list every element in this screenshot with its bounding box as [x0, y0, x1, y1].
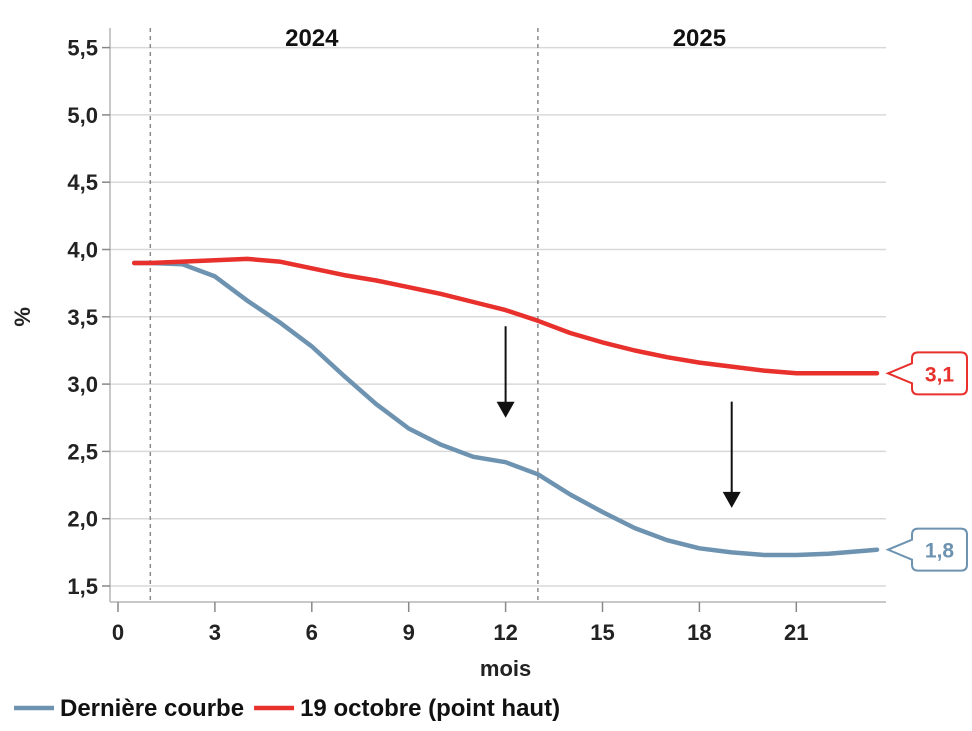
x-tick-label: 3: [209, 620, 221, 645]
x-axis-title: mois: [480, 656, 531, 681]
y-tick-label: 4,5: [67, 170, 98, 195]
x-tick-label: 18: [687, 620, 711, 645]
y-tick-label: 1,5: [67, 574, 98, 599]
legend-label: 19 octobre (point haut): [300, 695, 560, 722]
series-line-2: [131, 256, 880, 376]
arrow-head: [722, 491, 741, 508]
x-tick-label: 15: [590, 620, 614, 645]
year-label: 2024: [285, 25, 339, 52]
y-tick-label: 3,5: [67, 305, 98, 330]
y-tick-label: 2,5: [67, 439, 98, 464]
y-tick-label: 2,0: [67, 507, 98, 532]
y-tick-label: 5,0: [67, 103, 98, 128]
legend-label: Dernière courbe: [60, 695, 244, 722]
y-tick-label: 4,0: [67, 238, 98, 263]
arrow-head: [496, 401, 515, 418]
x-tick-label: 21: [784, 620, 808, 645]
y-tick-label: 5,5: [67, 36, 98, 61]
x-tick-label: 9: [403, 620, 415, 645]
end-value-callout-box: [885, 351, 968, 396]
end-value-label: 3,1: [925, 363, 955, 386]
end-value-label: 1,8: [925, 540, 955, 563]
y-tick-label: 3,0: [67, 372, 98, 397]
x-tick-label: 6: [306, 620, 318, 645]
y-axis-title: %: [10, 307, 35, 327]
end-value-callout-box: [885, 527, 968, 572]
x-tick-label: 0: [112, 620, 124, 645]
year-label: 2025: [673, 25, 726, 52]
series-line-1: [131, 260, 880, 558]
x-tick-label: 12: [493, 620, 517, 645]
